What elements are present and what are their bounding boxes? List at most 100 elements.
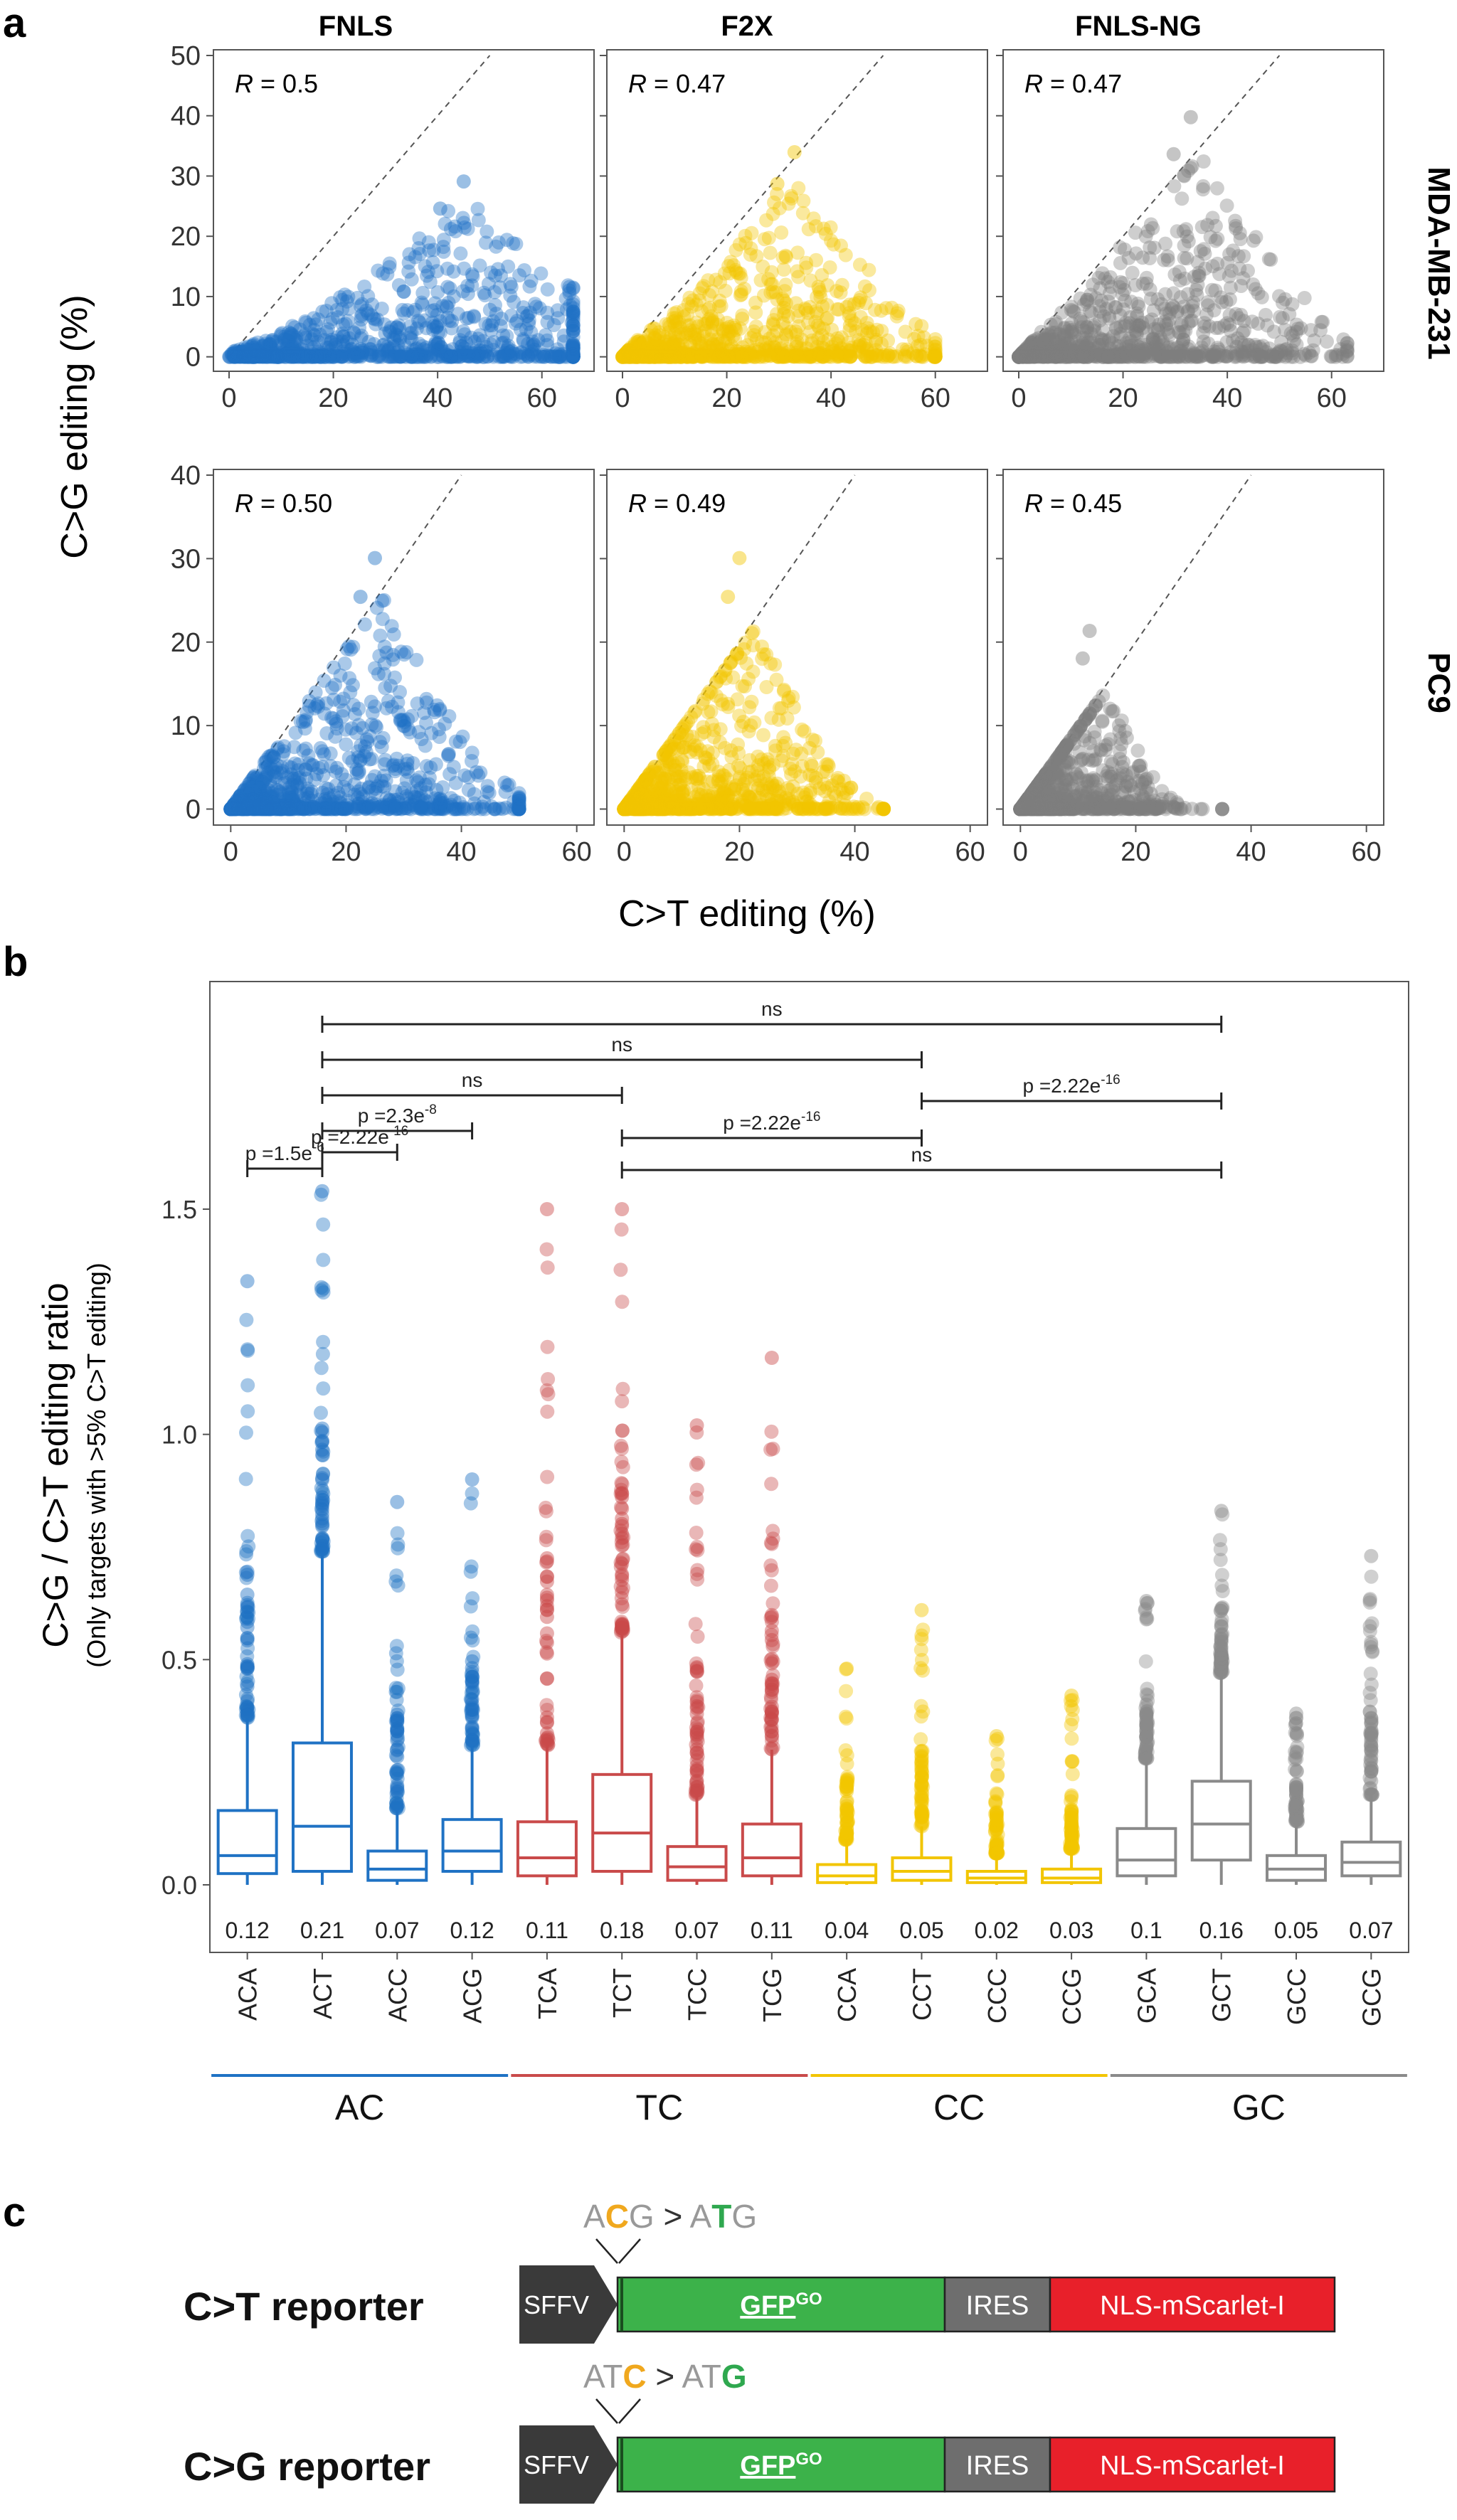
scatter-point (240, 343, 255, 358)
scatter-point (520, 309, 535, 324)
scatter-point (831, 346, 846, 361)
scatter-point (732, 551, 747, 565)
scatter-point (319, 340, 334, 355)
scatter-point (228, 349, 243, 364)
scatter-point (241, 349, 256, 364)
scatter-point (494, 349, 509, 364)
scatter-point (361, 306, 376, 321)
scatter-point (500, 348, 515, 363)
scatter-point (758, 335, 773, 350)
scatter-point (336, 329, 351, 344)
scatter-point (759, 348, 774, 363)
scatter-point (815, 328, 830, 343)
scatter-point (480, 349, 495, 364)
scatter-point (688, 331, 703, 346)
scatter-point (712, 293, 727, 308)
scatter-point (305, 349, 320, 364)
scatter-point (632, 347, 647, 362)
scatter-point (326, 349, 341, 364)
scatter-point (263, 337, 277, 351)
scatter-point (521, 348, 536, 363)
scatter-point (741, 671, 756, 686)
scatter-point (516, 306, 530, 320)
scatter-point (487, 348, 502, 363)
scatter-point (288, 349, 303, 363)
scatter-point (239, 349, 253, 363)
scatter-point (227, 344, 242, 358)
scatter-point (409, 652, 424, 667)
scatter-point (664, 339, 679, 354)
scatter-point (664, 349, 679, 364)
scatter-point (677, 309, 692, 324)
scatter-point (689, 315, 704, 330)
r-value: = 0.5 (260, 69, 318, 98)
scatter-point (280, 346, 295, 361)
y-tick-label: 30 (171, 161, 201, 191)
scatter-point (549, 346, 563, 361)
scatter-point (263, 339, 277, 353)
scatter-point (694, 339, 709, 354)
scatter-point (516, 331, 531, 346)
scatter-point (298, 314, 313, 329)
scatter-point (440, 349, 455, 364)
r-value: = 0.47 (654, 69, 726, 98)
scatter-point (283, 326, 298, 341)
scatter-point (371, 349, 386, 364)
scatter-point (455, 211, 470, 225)
x-tick-label: 40 (816, 383, 846, 413)
scatter-point (643, 349, 658, 364)
scatter-point (1209, 181, 1224, 196)
scatter-point (250, 348, 265, 363)
scatter-point (486, 349, 501, 364)
scatter-point (1183, 110, 1198, 124)
scatter-point (674, 722, 689, 737)
scatter-point (859, 349, 874, 364)
scatter-point (237, 348, 252, 363)
scatter-point (640, 349, 655, 364)
scatter-point (685, 346, 700, 361)
scatter-point (241, 349, 256, 364)
scatter-point (528, 348, 543, 363)
scatter-point (265, 345, 280, 360)
scatter-point (462, 348, 476, 363)
scatter-point (523, 305, 538, 320)
scatter-point (304, 349, 319, 364)
scatter-point (307, 339, 322, 354)
scatter-point (240, 347, 255, 362)
scatter-point (665, 345, 680, 360)
scatter-point (386, 349, 400, 364)
scatter-point (436, 244, 451, 259)
scatter-point (1254, 342, 1269, 357)
scatter-point (697, 324, 712, 339)
scatter-point (429, 319, 444, 334)
scatter-point (433, 325, 447, 340)
scatter-point (248, 349, 263, 364)
scatter-point (295, 349, 310, 364)
scatter-point (566, 349, 581, 364)
scatter-point (389, 320, 404, 335)
scatter-point (381, 344, 396, 359)
scatter-point (425, 322, 440, 337)
scatter-points (615, 145, 943, 364)
scatter-point (557, 348, 572, 363)
scatter-point (497, 349, 512, 364)
scatter-point (354, 312, 369, 327)
scatter-point (664, 800, 679, 815)
scatter-point (730, 349, 745, 363)
scatter-point (227, 349, 242, 364)
scatter-point (715, 767, 730, 782)
scatter-point (566, 349, 581, 364)
scatter-point (1049, 347, 1064, 362)
scatter-point (566, 338, 581, 353)
scatter-point (1238, 349, 1252, 363)
scatter-point (566, 307, 581, 321)
scatter-point (241, 343, 256, 358)
scatter-point (537, 349, 552, 364)
scatter-point (263, 337, 277, 352)
scatter-point (453, 246, 468, 261)
scatter-point (685, 293, 700, 308)
scatter-point (674, 349, 689, 364)
scatter-point (503, 349, 517, 363)
scatter-point (561, 278, 576, 293)
scatter-point (308, 348, 323, 363)
